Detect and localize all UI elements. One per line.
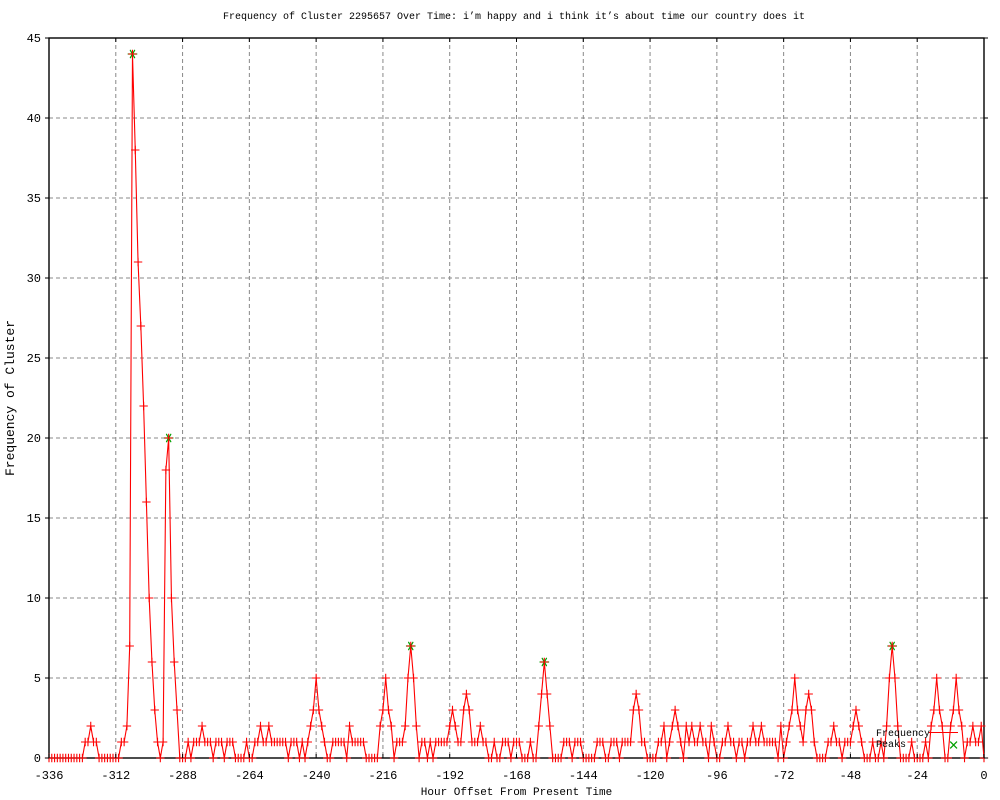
svg-text:-24: -24 <box>906 769 928 783</box>
svg-text:-96: -96 <box>706 769 728 783</box>
svg-text:-48: -48 <box>840 769 862 783</box>
svg-text:Frequency: Frequency <box>876 729 930 740</box>
svg-text:-72: -72 <box>773 769 795 783</box>
svg-text:-144: -144 <box>569 769 598 783</box>
svg-text:-288: -288 <box>168 769 197 783</box>
svg-text:-336: -336 <box>35 769 64 783</box>
svg-text:35: 35 <box>27 192 41 206</box>
svg-text:40: 40 <box>27 112 41 126</box>
svg-text:-216: -216 <box>369 769 398 783</box>
svg-text:15: 15 <box>27 512 41 526</box>
svg-text:-192: -192 <box>435 769 464 783</box>
svg-text:-312: -312 <box>101 769 130 783</box>
svg-text:10: 10 <box>27 592 41 606</box>
svg-text:30: 30 <box>27 272 41 286</box>
svg-text:0: 0 <box>34 752 41 766</box>
svg-text:Hour Offset From Present Time: Hour Offset From Present Time <box>421 787 612 799</box>
svg-text:-168: -168 <box>502 769 531 783</box>
svg-text:Frequency of Cluster 2295657 O: Frequency of Cluster 2295657 Over Time: … <box>223 11 805 23</box>
svg-text:Peaks: Peaks <box>876 739 906 751</box>
svg-text:-120: -120 <box>636 769 665 783</box>
svg-text:45: 45 <box>27 32 41 46</box>
svg-text:0: 0 <box>980 769 987 783</box>
svg-text:-240: -240 <box>302 769 331 783</box>
svg-text:25: 25 <box>27 352 41 366</box>
svg-text:5: 5 <box>34 672 41 686</box>
svg-text:20: 20 <box>27 432 41 446</box>
svg-text:-264: -264 <box>235 769 264 783</box>
svg-text:Frequency of Cluster: Frequency of Cluster <box>3 320 18 476</box>
